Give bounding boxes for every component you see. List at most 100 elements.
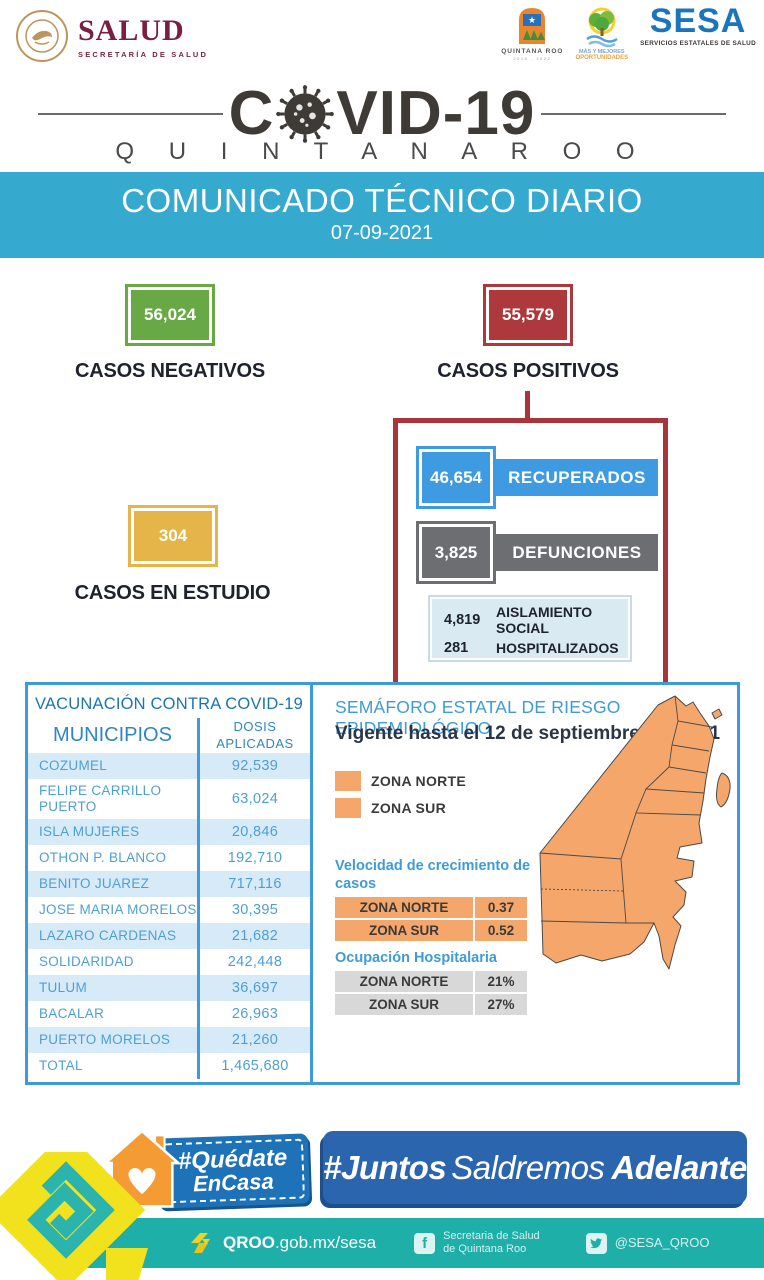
- juntos-saldremos-adelante-banner: #Juntos Saldremos Adelante: [323, 1131, 747, 1204]
- juntos-part3: Adelante: [611, 1148, 747, 1186]
- bulletin-title: COMUNICADO TÉCNICO DIARIO: [121, 182, 643, 219]
- cases-under-study-label: CASOS EN ESTUDIO: [74, 582, 271, 604]
- zone-row: ZONA NORTE 0.37: [335, 897, 527, 918]
- quintana-roo-logo-subtext: 2016 - 2022: [513, 56, 552, 61]
- zone-value-cell: 27%: [475, 994, 527, 1015]
- right-rule: [541, 112, 727, 115]
- zone-name-cell: ZONA SUR: [335, 994, 473, 1015]
- municipality-cell: LAZARO CARDENAS: [28, 923, 200, 949]
- dosis-column-header: DOSIS APLICADAS: [200, 718, 310, 753]
- doses-cell: 192,710: [227, 850, 283, 866]
- recovered-label-bar: RECUPERADOS: [496, 459, 658, 496]
- doses-cell: 21,260: [231, 1032, 279, 1048]
- isolation-value: 4,819: [444, 612, 481, 629]
- positive-cases-breakdown-panel: 46,654 RECUPERADOS 3,825 DEFUNCIONES 4,8…: [393, 418, 668, 700]
- salud-title: SALUD: [78, 13, 185, 47]
- sesa-logo: SESA SERVICIOS ESTATALES DE SALUD: [640, 2, 756, 46]
- zone-value-cell: 21%: [475, 971, 527, 992]
- dashed-border: [160, 1138, 306, 1204]
- negative-cases-box: 56,024: [125, 284, 215, 346]
- bulletin-date: 07-09-2021: [330, 222, 434, 244]
- positive-cases-box: 55,579: [483, 284, 573, 346]
- table-row: SOLIDARIDAD 242,448: [28, 949, 310, 975]
- vaccination-header-row: MUNICIPIOS DOSIS APLICADAS: [28, 718, 310, 753]
- municipality-cell: BENITO JUAREZ: [28, 871, 200, 897]
- deaths-label-bar: DEFUNCIONES: [496, 534, 658, 571]
- zone-row: ZONA SUR 27%: [335, 994, 527, 1015]
- vaccination-rows: COZUMEL 92,539 FELIPE CARRILLO PUERTO 63,02…: [28, 753, 310, 1082]
- positive-cases-label: CASOS POSITIVOS: [437, 360, 619, 382]
- zone-name-cell: ZONA NORTE: [335, 971, 473, 992]
- doses-cell: 717,116: [228, 876, 282, 892]
- oportunidades-logo-line1: MÁS Y MEJORES: [578, 49, 625, 55]
- active-cases-detail-box: 4,819 AISLAMIENTO SOCIAL 281 HOSPITALIZA…: [428, 595, 632, 662]
- doses-cell: 242,448: [227, 954, 283, 970]
- table-row: ISLA MUJERES 20,846: [28, 819, 310, 845]
- covid-title-c: C: [228, 79, 275, 148]
- doses-cell: 26,963: [231, 1006, 279, 1022]
- municipality-cell: BACALAR: [28, 1001, 200, 1027]
- twitter-icon: [585, 1232, 607, 1254]
- salud-subtitle: SECRETARÍA DE SALUD: [78, 49, 209, 59]
- covid-title-row: C: [0, 78, 764, 149]
- table-row: TULUM 36,697: [28, 975, 310, 1001]
- legend-label: ZONA NORTE: [371, 773, 467, 789]
- facebook-text-line2: de Quintana Roo: [443, 1243, 527, 1255]
- municipality-cell: ISLA MUJERES: [28, 819, 200, 845]
- municipality-cell: PUERTO MORELOS: [28, 1027, 200, 1053]
- oportunidades-logo-line2: OPORTUNIDADES: [575, 55, 629, 61]
- vaccination-table: VACUNACIÓN CONTRA COVID-19 MUNICIPIOS DO…: [28, 685, 313, 1082]
- municipios-column-header: MUNICIPIOS: [28, 718, 200, 753]
- hospital-occupancy-title: Ocupación Hospitalaria: [335, 950, 497, 966]
- covid-title-vid19: VID-19: [336, 79, 536, 148]
- legend-item: ZONA NORTE: [335, 771, 466, 791]
- doses-cell: 63,024: [231, 791, 279, 807]
- facebook-text-line1: Secretaria de Salud: [443, 1229, 540, 1242]
- twitter-handle: @SESA_QROO: [614, 1235, 710, 1251]
- legend-item: ZONA SUR: [335, 798, 466, 818]
- table-row: COZUMEL 92,539: [28, 753, 310, 779]
- vaccination-and-semaforo-panel: VACUNACIÓN CONTRA COVID-19 MUNICIPIOS DO…: [25, 682, 740, 1085]
- zone-name-cell: ZONA SUR: [335, 920, 473, 941]
- quintana-roo-logo-text: QUINTANA ROO: [501, 48, 564, 55]
- quintana-roo-shield-icon: ★: [519, 8, 546, 44]
- isolation-label: AISLAMIENTO SOCIAL: [496, 604, 593, 637]
- recovered-box: 46,654: [416, 446, 496, 509]
- table-row: PUERTO MORELOS 21,260: [28, 1027, 310, 1053]
- table-row: LAZARO CARDENAS 21,682: [28, 923, 310, 949]
- zone-row: ZONA SUR 0.52: [335, 920, 527, 941]
- municipality-cell: TOTAL: [28, 1053, 200, 1079]
- vaccination-title: VACUNACIÓN CONTRA COVID-19: [34, 695, 303, 713]
- virus-icon: [276, 84, 335, 143]
- growth-rate-title: Velocidad de crecimiento de casos: [335, 857, 545, 893]
- twitter-link[interactable]: @SESA_QROO: [585, 1232, 710, 1254]
- hospitalized-label: HOSPITALIZADOS: [496, 640, 619, 657]
- municipality-cell: FELIPE CARRILLO PUERTO: [28, 779, 200, 819]
- doses-cell: 92,539: [231, 758, 279, 774]
- qroo-website-link[interactable]: QROO .gob.mx/sesa: [188, 1231, 376, 1255]
- daily-bulletin-banner: COMUNICADO TÉCNICO DIARIO 07-09-2021: [0, 172, 764, 258]
- zone-legend: ZONA NORTE ZONA SUR: [335, 771, 466, 825]
- positive-cases-connector-line: [525, 391, 530, 418]
- municipality-cell: OTHON P. BLANCO: [28, 845, 200, 871]
- table-row: FELIPE CARRILLO PUERTO 63,024: [28, 779, 310, 819]
- oportunidades-logo: MÁS Y MEJORES OPORTUNIDADES: [575, 6, 628, 61]
- growth-rate-table: ZONA NORTE 0.37 ZONA SUR 0.52: [335, 897, 527, 943]
- doses-cell: 30,395: [231, 902, 279, 918]
- sesa-logo-title: SESA: [649, 2, 747, 40]
- qroo-logo-icon: [191, 1233, 210, 1253]
- doses-cell: 21,682: [231, 928, 279, 944]
- quintana-roo-logo: ★ QUINTANA ROO 2016 - 2022: [501, 6, 563, 61]
- dosis-header-line1: DOSIS: [233, 719, 277, 735]
- stay-home-house-icon: [102, 1128, 182, 1217]
- negative-cases-label: CASOS NEGATIVOS: [75, 360, 265, 382]
- svg-text:★: ★: [528, 15, 536, 25]
- table-row: BACALAR 26,963: [28, 1001, 310, 1027]
- juntos-part1: #Juntos: [323, 1148, 447, 1186]
- quintana-roo-brandmark: [0, 1130, 178, 1280]
- legend-swatch: [335, 771, 361, 791]
- facebook-link[interactable]: f Secretaria de Salud de Quintana Roo: [414, 1230, 540, 1256]
- eagle-emblem-icon: [16, 10, 68, 62]
- doses-cell: 20,846: [231, 824, 279, 840]
